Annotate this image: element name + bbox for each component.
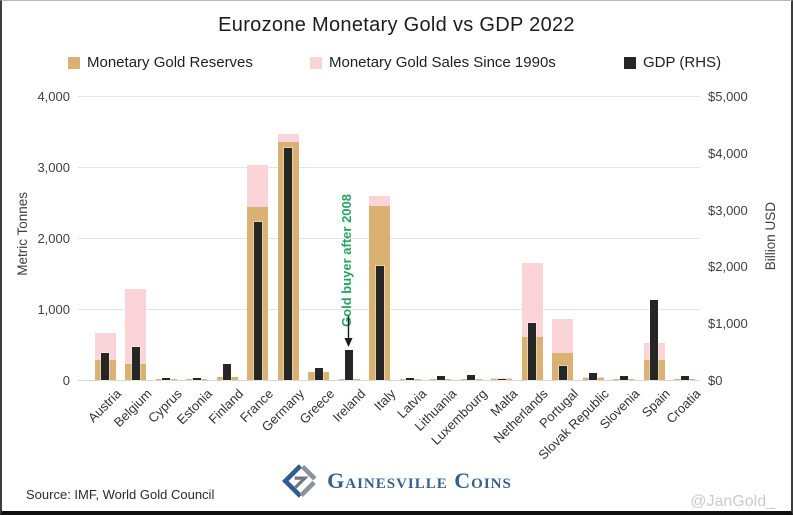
gridline: [78, 167, 700, 168]
bar-group-cyprus: [151, 96, 182, 380]
bar-gdp: [192, 377, 201, 380]
legend-item-gdp: GDP (RHS): [624, 54, 721, 71]
legend-swatch-gdp-icon: [624, 56, 636, 69]
bar-gdp: [131, 347, 140, 380]
legend-item-sales: Monetary Gold Sales Since 1990s: [310, 54, 556, 71]
legend-swatch-sales-icon: [310, 56, 322, 69]
bar-gdp: [650, 299, 659, 380]
annotation-gold-buyer: Gold buyer after 2008: [339, 194, 354, 327]
bar-gdp: [162, 378, 171, 380]
bar-group-malta: [487, 96, 518, 380]
gainesville-coins-logo: Gainesville Coins: [2, 462, 791, 500]
y-axis-left-title: Metric Tonnes: [15, 192, 30, 276]
bar-gdp: [467, 375, 476, 380]
bar-gdp: [345, 349, 354, 380]
source-note: Source: IMF, World Gold Council: [26, 487, 215, 502]
legend-label-sales: Monetary Gold Sales Since 1990s: [329, 54, 556, 71]
x-axis-labels: Austria Belgium Cyprus Estonia Finland France…: [85, 384, 704, 474]
bar-group-netherlands: [517, 96, 548, 380]
y-tick-left: 2,000: [37, 231, 70, 246]
y-tick-right: $3,000: [708, 202, 748, 218]
bar-group-belgium: [121, 96, 152, 380]
bar-group-ireland: [334, 96, 365, 380]
bar-gdp: [436, 376, 445, 380]
bar-group-france: [243, 96, 274, 380]
bar-group-lithuania: [426, 96, 457, 380]
bar-sales: [125, 288, 147, 380]
bar-gdp: [497, 378, 506, 380]
legend-swatch-reserves-icon: [68, 56, 80, 69]
x-label-ireland: Ireland: [329, 386, 368, 425]
legend-label-reserves: Monetary Gold Reserves: [87, 54, 253, 71]
bar-group-luxembourg: [456, 96, 487, 380]
bar-gdp: [314, 367, 323, 380]
bar-gdp: [375, 265, 384, 380]
chart-title: Eurozone Monetary Gold vs GDP 2022: [218, 14, 575, 36]
annotation-arrow-icon: [344, 316, 353, 347]
bar-group-austria: [90, 96, 121, 380]
y-tick-left: 4,000: [37, 89, 70, 104]
bar-gdp: [253, 222, 262, 380]
bar-group-germany: [273, 96, 304, 380]
y-tick-right: $1,000: [708, 316, 748, 332]
bar-group-italy: [365, 96, 396, 380]
y-tick-right: $4,000: [708, 145, 748, 161]
bar-group-slovak-republic: [578, 96, 609, 380]
bar-gdp: [680, 375, 689, 380]
bar-group-spain: [639, 96, 670, 380]
gainesville-coins-logo-icon: [282, 464, 317, 498]
bar-group-latvia: [395, 96, 426, 380]
bar-gdp: [101, 353, 110, 380]
y-tick-left: 1,000: [37, 302, 70, 317]
watermark-handle: @JanGold_: [690, 493, 775, 510]
y-axis-right-title: Billion USD: [763, 202, 778, 271]
legend-label-gdp: GDP (RHS): [643, 54, 722, 71]
bar-group-slovenia: [609, 96, 640, 380]
y-tick-right: $0: [708, 373, 723, 388]
y-tick-left: 0: [62, 373, 70, 388]
bar-group-croatia: [670, 96, 701, 380]
bar-gdp: [589, 373, 598, 380]
bar-gdp: [528, 322, 537, 380]
bar-group-portugal: [548, 96, 579, 380]
bar-gdp: [223, 364, 232, 380]
y-tick-right: $2,000: [708, 259, 748, 275]
plot-area: [90, 96, 700, 380]
bar-gdp: [406, 377, 415, 380]
gridline: [78, 96, 700, 97]
bar-group-greece: [304, 96, 335, 380]
bar-gdp: [284, 148, 293, 380]
gridline: [78, 380, 700, 381]
y-tick-right: $5,000: [708, 89, 748, 104]
y-tick-left: 3,000: [37, 160, 70, 175]
bar-gdp: [558, 365, 567, 380]
gainesville-coins-logo-text: Gainesville Coins: [327, 468, 512, 493]
bar-group-estonia: [182, 96, 213, 380]
legend-item-reserves: Monetary Gold Reserves: [68, 54, 253, 71]
bar-group-finland: [212, 96, 243, 380]
bar-gdp: [619, 376, 628, 380]
